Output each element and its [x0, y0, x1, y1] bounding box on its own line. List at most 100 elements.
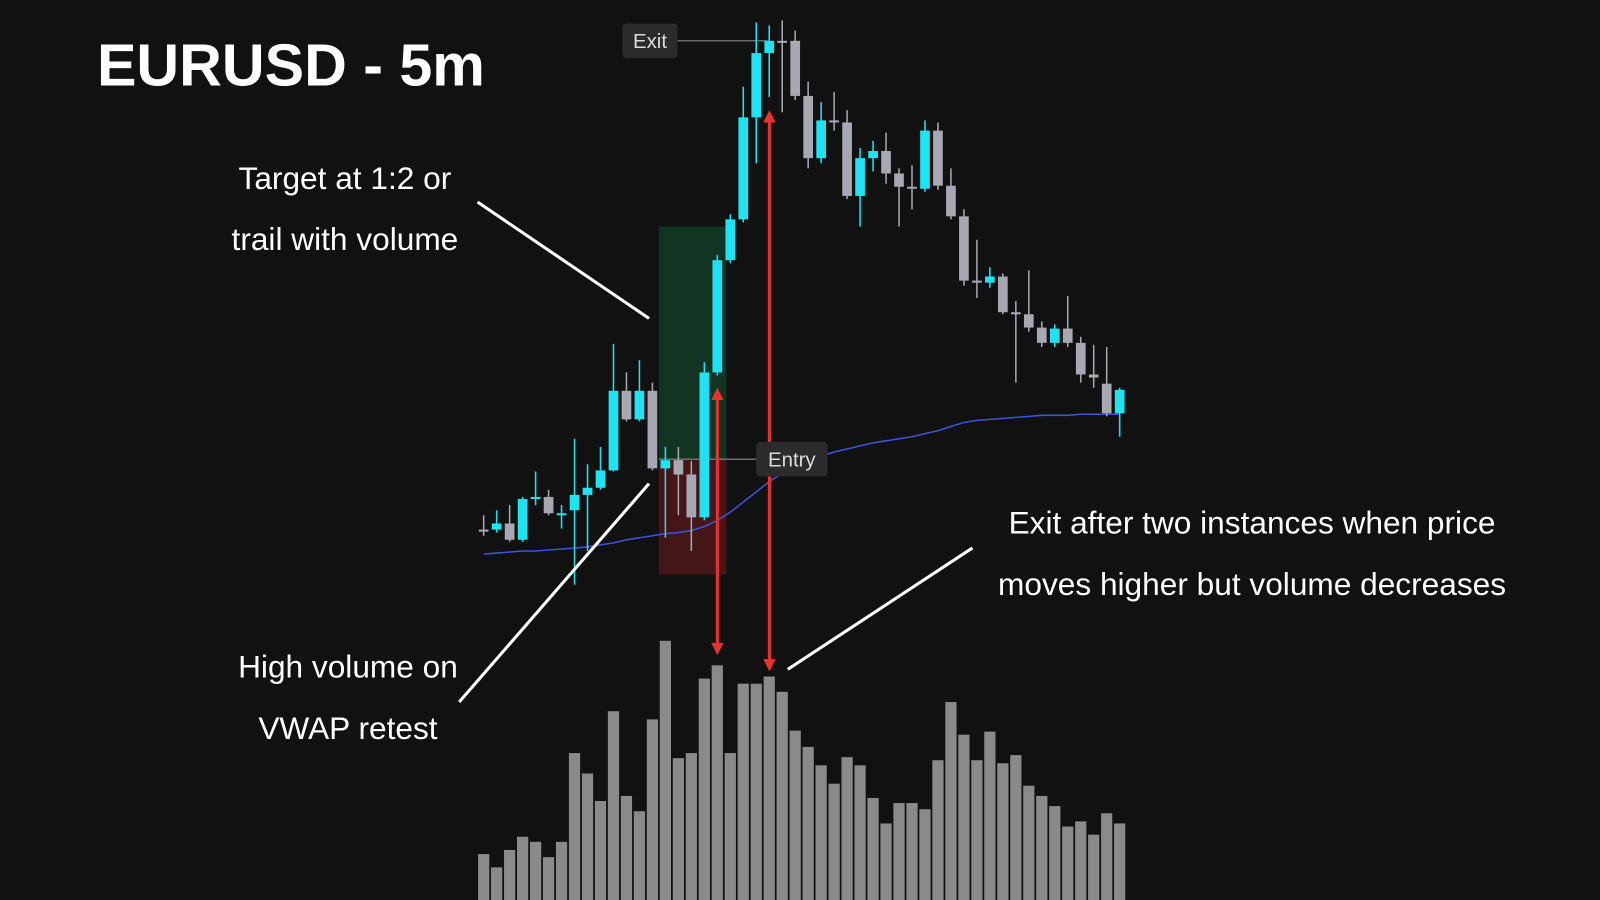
annotation: Target at 1:2 or	[239, 160, 452, 196]
pointer	[458, 482, 651, 704]
annotation: moves higher but volume decreases	[998, 566, 1506, 602]
arrows	[711, 110, 776, 672]
volume-bar	[945, 702, 957, 900]
volume	[478, 640, 1126, 900]
candle-body	[504, 523, 515, 540]
volume-bar	[504, 850, 516, 900]
volume-bar	[1075, 821, 1087, 900]
candle-body	[712, 260, 723, 373]
labels: Exit Entry Target at 1:2 or trail with volu…	[232, 23, 1506, 746]
candle-body	[1036, 327, 1047, 343]
volume-bar	[478, 854, 490, 900]
candle-body	[829, 120, 839, 123]
volume-bar	[789, 730, 801, 900]
candle-body	[582, 487, 593, 495]
volume-bar	[581, 773, 594, 900]
candle-body	[764, 40, 775, 54]
candle-body	[543, 496, 554, 514]
annotation-lines	[458, 200, 974, 704]
candle-body	[868, 151, 878, 159]
volume-bar	[906, 803, 918, 900]
volume-bar	[491, 867, 503, 900]
annotation: High volume on	[238, 649, 458, 685]
candle-body	[1062, 328, 1073, 343]
candle-body	[933, 130, 943, 186]
pointer	[786, 546, 974, 671]
candle-body	[1010, 312, 1021, 315]
volume-bar	[1101, 813, 1113, 900]
volume-bar	[568, 753, 581, 900]
candle-body	[751, 53, 762, 118]
volume-bar	[659, 640, 671, 900]
annotation: trail with volume	[232, 221, 459, 257]
volume-bar	[633, 811, 646, 900]
volume-bar	[958, 734, 970, 900]
candle-body	[673, 460, 684, 475]
annotation: VWAP retest	[258, 710, 437, 746]
candle-body	[946, 185, 956, 217]
volume-bar	[1049, 806, 1061, 900]
tag-label: Exit	[633, 31, 667, 53]
volume-bar	[607, 711, 620, 900]
candle-body	[1023, 314, 1034, 328]
volume-bar	[555, 841, 568, 900]
candle-body	[959, 216, 969, 281]
volume-bar	[880, 823, 892, 900]
candle-body	[881, 151, 891, 174]
volume-bar	[1010, 755, 1022, 900]
volume-bar	[542, 857, 555, 900]
pointer	[476, 200, 650, 320]
candle-body	[816, 120, 826, 159]
volume-bar	[646, 719, 659, 900]
candle-body	[530, 496, 541, 499]
volume-bar	[997, 763, 1009, 900]
candle-body	[621, 390, 632, 420]
candle-body	[634, 390, 645, 420]
candle-body	[738, 117, 749, 220]
volume-bar	[802, 746, 814, 900]
candle-body	[491, 523, 502, 530]
volume-bar	[776, 691, 788, 900]
volume-bar	[971, 760, 983, 900]
tag-box	[622, 23, 678, 59]
volume-bar	[517, 836, 529, 900]
volume-bar	[919, 809, 931, 900]
volume-bar	[724, 753, 736, 900]
volume-bar	[1062, 826, 1074, 900]
volume-bar	[685, 753, 697, 900]
candle-body	[569, 494, 580, 511]
candle-body	[998, 276, 1008, 313]
tag-label: Entry	[768, 449, 816, 471]
volume-bar	[1036, 795, 1048, 900]
candle-body	[907, 186, 917, 189]
candle-body	[803, 95, 814, 159]
candle-body	[894, 173, 904, 187]
volume-bar	[1023, 785, 1035, 900]
volume-bar	[750, 683, 762, 900]
candle-body	[595, 470, 606, 488]
candle-body	[660, 460, 671, 469]
volume-bar	[1114, 823, 1126, 900]
volume-bar	[932, 760, 944, 900]
volume-bar	[984, 731, 996, 900]
candle-body	[1101, 383, 1112, 414]
candle-body	[725, 219, 736, 261]
candle-body	[1049, 328, 1060, 343]
candle-body	[608, 390, 619, 471]
candle-body	[1075, 342, 1086, 375]
candle-body	[972, 280, 982, 283]
candle-body	[985, 276, 995, 283]
candle-body	[920, 130, 930, 189]
volume-bar	[711, 665, 723, 900]
candle-body	[478, 529, 489, 532]
candle-body	[556, 513, 567, 516]
volume-bar	[828, 783, 840, 900]
candle-body	[777, 40, 788, 43]
volume-bar	[815, 765, 827, 900]
volume-bar	[841, 757, 853, 900]
candles	[478, 20, 1125, 585]
candle-body	[1088, 374, 1099, 378]
volume-bar	[529, 841, 542, 900]
volume-bar	[763, 676, 775, 900]
